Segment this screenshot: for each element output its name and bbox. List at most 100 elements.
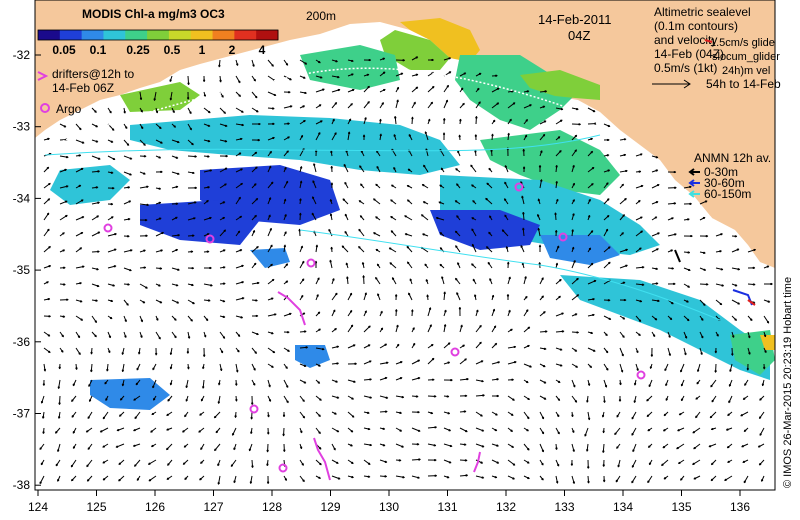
velocity-arrow-head [685, 335, 688, 339]
velocity-arrow-head [161, 231, 164, 235]
velocity-arrow-head [319, 398, 322, 401]
velocity-arrow-head [491, 295, 495, 298]
velocity-arrow-head [250, 431, 253, 434]
colorbar-tick-label: 0.05 [52, 43, 76, 57]
velocity-arrow-head [411, 117, 414, 120]
velocity-arrow-head [206, 200, 209, 203]
velocity-arrow-head [399, 411, 402, 415]
velocity-arrow-head [719, 302, 722, 306]
velocity-arrow-head [286, 331, 289, 334]
velocity-arrow-head [527, 326, 530, 330]
velocity-arrow-head [255, 299, 258, 302]
velocity-arrow-head [191, 142, 194, 146]
velocity-arrow-head [316, 294, 319, 297]
velocity-arrow-head [572, 449, 575, 452]
velocity-arrow-head [46, 212, 50, 216]
velocity-arrow-head [657, 299, 660, 302]
velocity-arrow-head [62, 266, 66, 269]
velocity-arrow-head [303, 119, 306, 123]
velocity-arrow-head [588, 417, 591, 420]
velocity-arrow-head [750, 318, 753, 321]
velocity-arrow-head [382, 444, 385, 447]
velocity-arrow-head [95, 140, 98, 143]
velocity-arrow-head [430, 411, 433, 415]
velocity-arrow-head [679, 413, 682, 416]
velocity-arrow-head [121, 369, 124, 372]
velocity-arrow-head [78, 184, 81, 188]
velocity-arrow-head [271, 181, 274, 185]
velocity-arrow-head [753, 248, 756, 252]
velocity-arrow-head [662, 446, 666, 449]
velocity-arrow-head [345, 263, 348, 266]
velocity-arrow-head [482, 394, 485, 397]
velocity-arrow-head [692, 462, 695, 465]
colorbar-swatch [256, 30, 279, 40]
velocity-arrow-head [189, 127, 192, 130]
legend-line2: (0.1m contours) [654, 19, 738, 33]
velocity-arrow-head [337, 88, 340, 92]
velocity-arrow-head [495, 413, 498, 416]
velocity-arrow-head [311, 213, 314, 216]
velocity-arrow-head [641, 266, 644, 269]
velocity-arrow-head [318, 328, 321, 331]
velocity-arrow-head [272, 350, 275, 354]
velocity-arrow-head [572, 213, 575, 216]
velocity-arrow-head [238, 80, 241, 83]
velocity-arrow-head [350, 324, 354, 328]
velocity-arrow-head [455, 278, 458, 281]
velocity-arrow-head [48, 350, 51, 353]
velocity-arrow-head [622, 335, 625, 338]
velocity-arrow-head [462, 103, 465, 106]
velocity-arrow-head [222, 315, 225, 318]
velocity-arrow-head [646, 399, 649, 402]
velocity-arrow-head [110, 171, 113, 174]
velocity-arrow-head [88, 384, 91, 387]
velocity-arrow-head [71, 399, 74, 402]
velocity-arrow-head [655, 156, 658, 159]
velocity-arrow-head [334, 412, 337, 415]
velocity-arrow-head [537, 228, 540, 231]
velocity-arrow-head [203, 354, 206, 357]
velocity-arrow-head [525, 119, 528, 122]
velocity-arrow-head [57, 386, 60, 389]
velocity-arrow-head [631, 465, 634, 468]
velocity-arrow-head [443, 118, 446, 121]
velocity-arrow-head [734, 284, 737, 287]
velocity-arrow-head [282, 414, 286, 417]
velocity-arrow-head [385, 361, 389, 364]
velocity-arrow-head [209, 169, 212, 172]
velocity-arrow-head [319, 76, 323, 79]
velocity-arrow-head [702, 251, 706, 254]
velocity-arrow-head [330, 150, 333, 154]
velocity-arrow-head [209, 284, 213, 287]
velocity-arrow-head [686, 300, 689, 303]
velocity-arrow-head [222, 282, 225, 285]
velocity-arrow-head [283, 245, 286, 248]
velocity-arrow-head [127, 283, 130, 286]
velocity-arrow-head [477, 88, 480, 91]
velocity-arrow-head [329, 199, 333, 202]
argo-float [514, 182, 524, 192]
velocity-arrow-head [424, 131, 427, 135]
velocity-arrow-head [367, 427, 370, 431]
velocity-arrow-head [224, 183, 227, 186]
colorbar-swatch [81, 30, 104, 40]
velocity-arrow-head [625, 248, 628, 251]
velocity-arrow-head [313, 163, 316, 166]
velocity-arrow-head [143, 249, 146, 252]
velocity-arrow-head [653, 334, 656, 337]
velocity-arrow-head [250, 416, 253, 419]
velocity-arrow-head [158, 284, 161, 287]
velocity-arrow-head [86, 464, 89, 467]
colorbar-tick-label: 2 [229, 43, 236, 57]
velocity-arrow-head [311, 196, 315, 199]
velocity-arrow-head [590, 230, 594, 233]
velocity-arrow-head [43, 368, 47, 372]
velocity-arrow-head [133, 429, 136, 432]
velocity-arrow-head [496, 87, 500, 90]
velocity-arrow-head [615, 479, 618, 483]
velocity-arrow-head [671, 267, 674, 270]
velocity-arrow-head [140, 335, 143, 338]
velocity-arrow-head [404, 215, 407, 218]
velocity-arrow-head [650, 354, 653, 357]
